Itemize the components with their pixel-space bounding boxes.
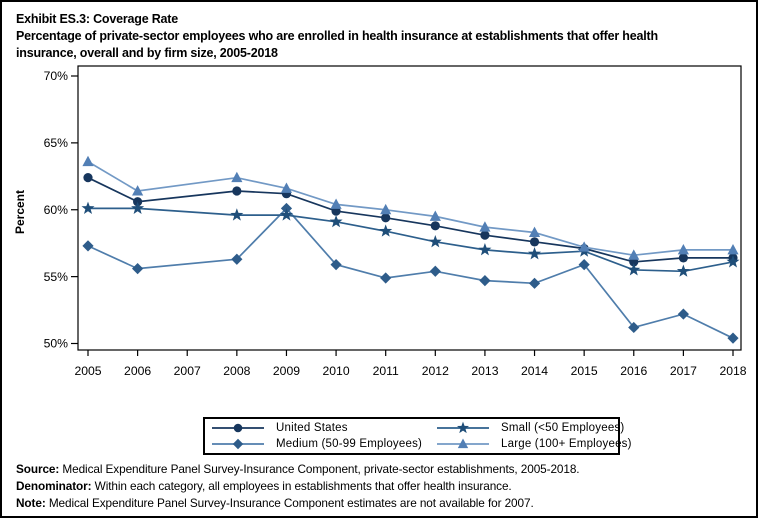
chart-area: 50% 55% 60% 65% 70% Percent 2005 2006 2007 2008 20… bbox=[2, 62, 756, 394]
series-united-states bbox=[83, 173, 738, 267]
note-label: Note: bbox=[16, 496, 46, 510]
x-tick-label: 2011 bbox=[373, 364, 399, 378]
legend-label: Medium (50-99 Employees) bbox=[276, 437, 423, 450]
source-note: Source: Medical Expenditure Panel Survey… bbox=[16, 461, 752, 478]
series-line bbox=[87, 160, 733, 257]
denominator-note: Denominator: Within each category, all e… bbox=[16, 478, 752, 495]
x-tick-label: 2013 bbox=[471, 364, 498, 378]
legend-marker-large bbox=[437, 438, 489, 448]
series-large-100-employees bbox=[82, 155, 739, 260]
chart-legend: United States Small (<50 Employees) Medi… bbox=[203, 417, 631, 455]
x-tick-label: 2018 bbox=[719, 364, 746, 378]
x-tick-label: 2010 bbox=[323, 364, 350, 378]
note-text: Medical Expenditure Panel Survey-Insuran… bbox=[45, 496, 534, 510]
figure-subtitle-line2: insurance, overall and by firm size, 200… bbox=[16, 46, 278, 60]
legend-label: Small (<50 Employees) bbox=[501, 422, 625, 435]
availability-note: Note: Medical Expenditure Panel Survey-I… bbox=[16, 495, 752, 512]
x-tick-label: 2015 bbox=[571, 364, 598, 378]
y-axis-title: Percent bbox=[13, 190, 27, 234]
x-tick-label: 2017 bbox=[670, 364, 697, 378]
x-tick-label: 2005 bbox=[74, 364, 101, 378]
y-tick-label: 50% bbox=[44, 337, 69, 351]
x-tick-label: 2014 bbox=[521, 364, 548, 378]
legend-marker-medium bbox=[212, 438, 264, 449]
series-line bbox=[87, 176, 733, 263]
y-tick-label: 55% bbox=[44, 270, 69, 284]
legend-label: Large (100+ Employees) bbox=[501, 437, 632, 450]
y-axis: 50% 55% 60% 65% 70% Percent bbox=[13, 69, 78, 351]
figure-subtitle-line1: Percentage of private-sector employees w… bbox=[16, 29, 658, 43]
x-tick-label: 2009 bbox=[273, 364, 300, 378]
exhibit-title: Exhibit ES.3: Coverage Rate bbox=[16, 12, 179, 26]
series-medium-50-99-employees bbox=[82, 202, 739, 344]
y-tick-label: 70% bbox=[44, 69, 69, 83]
title-block: Exhibit ES.3: Coverage Rate Percentage o… bbox=[16, 11, 748, 62]
legend-item-large: Large (100+ Employees) bbox=[436, 437, 632, 451]
legend-item-united-states: United States bbox=[211, 421, 436, 435]
legend-marker-united-states bbox=[212, 424, 264, 433]
source-text: Medical Expenditure Panel Survey-Insuran… bbox=[59, 462, 580, 476]
x-tick-label: 2008 bbox=[223, 364, 250, 378]
x-tick-label: 2016 bbox=[620, 364, 647, 378]
legend-item-small: Small (<50 Employees) bbox=[436, 421, 632, 435]
footer-notes: Source: Medical Expenditure Panel Survey… bbox=[16, 461, 752, 512]
y-tick-label: 60% bbox=[44, 203, 69, 217]
denominator-text: Within each category, all employees in e… bbox=[91, 479, 512, 493]
source-label: Source: bbox=[16, 462, 60, 476]
x-axis: 2005 2006 2007 2008 2009 2010 2011 2012 2013 2014… bbox=[74, 350, 747, 378]
x-tick-label: 2012 bbox=[422, 364, 449, 378]
plot-border bbox=[77, 65, 742, 351]
legend-marker-small bbox=[437, 421, 489, 434]
series-small-50-employees bbox=[81, 201, 740, 277]
legend-label: United States bbox=[276, 422, 348, 435]
denominator-label: Denominator: bbox=[16, 479, 92, 493]
x-tick-label: 2007 bbox=[174, 364, 201, 378]
x-tick-label: 2006 bbox=[124, 364, 151, 378]
legend-item-medium: Medium (50-99 Employees) bbox=[211, 437, 436, 451]
y-tick-label: 65% bbox=[44, 136, 69, 150]
